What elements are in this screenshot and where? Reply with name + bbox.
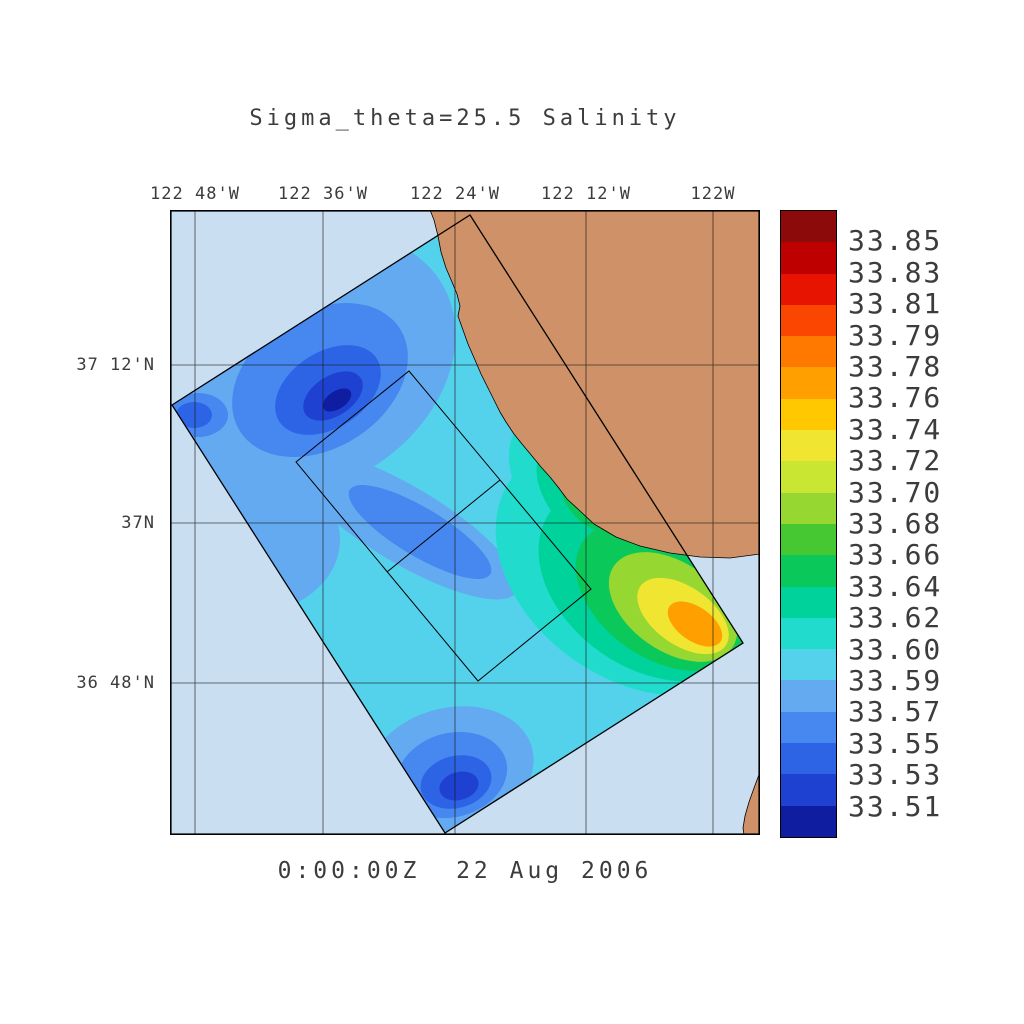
colorbar-band [781,680,836,712]
colorbar-tick-label: 33.57 [848,695,943,729]
colorbar-band [781,617,836,650]
colorbar-band [781,492,836,524]
colorbar-tick-label: 33.70 [848,475,943,509]
land-polygon [429,210,760,559]
colorbar-bands [780,210,837,838]
map-plot [170,210,760,835]
lat-tick-label: 36 48'N [76,673,155,693]
colorbar-band [781,273,836,305]
land-polygon-southeast [742,771,760,835]
colorbar-band [781,461,836,493]
colorbar-band [781,805,836,837]
colorbar-band [781,586,836,618]
colorbar-tick-label: 33.79 [848,318,943,352]
colorbar-band [781,242,836,274]
colorbar-tick-label: 33.64 [848,569,943,603]
colorbar-band [781,304,836,337]
colorbar-tick-label: 33.76 [848,381,943,415]
lat-tick-label: 37N [121,513,155,533]
colorbar-tick-label: 33.66 [848,538,943,572]
figure-title: Sigma_theta=25.5 Salinity [249,106,681,131]
colorbar-tick-label: 33.68 [848,507,943,540]
map-frame [170,210,760,835]
colorbar-tick-label: 33.81 [848,287,943,321]
lon-tick-label: 122 24'W [410,184,500,204]
colorbar-band [781,336,836,368]
colorbar-band [781,367,836,399]
colorbar-band [781,430,836,462]
colorbar-tick-label: 33.53 [848,758,943,792]
colorbar-tick-label: 33.83 [848,255,943,289]
colorbar-band [781,774,836,806]
colorbar-tick-label: 33.78 [848,350,943,383]
grid-lines [170,210,760,835]
lon-tick-label: 122 36'W [278,184,368,204]
lon-tick-label: 122 48'W [150,184,240,204]
colorbar-tick-label: 33.55 [848,726,943,760]
colorbar-tick-label: 33.74 [848,412,943,446]
colorbar-band [781,743,836,775]
lat-tick-label: 37 12'N [76,355,155,375]
colorbar-band [781,211,836,243]
survey-outline-inner [295,370,592,682]
survey-outline-outer [171,214,744,834]
colorbar-labels: 33.85 33.83 33.81 33.79 33.78 33.76 33.74 33.72… [848,210,1018,838]
colorbar-tick-label: 33.72 [848,444,943,478]
colorbar-band [781,523,836,556]
colorbar-band [781,398,836,431]
colorbar-tick-label: 33.85 [848,224,943,258]
colorbar-tick-label: 33.59 [848,664,943,697]
lon-tick-label: 122W [690,184,736,204]
colorbar-tick-label: 33.62 [848,601,943,635]
colorbar-band [781,649,836,681]
timestamp-label: 0:00:00Z 22 Aug 2006 [277,858,653,884]
colorbar-band [781,711,836,744]
colorbar-band [781,555,836,587]
colorbar-tick-label: 33.51 [848,789,943,823]
lon-tick-label: 122 12'W [541,184,631,204]
colorbar-tick-label: 33.60 [848,632,943,666]
